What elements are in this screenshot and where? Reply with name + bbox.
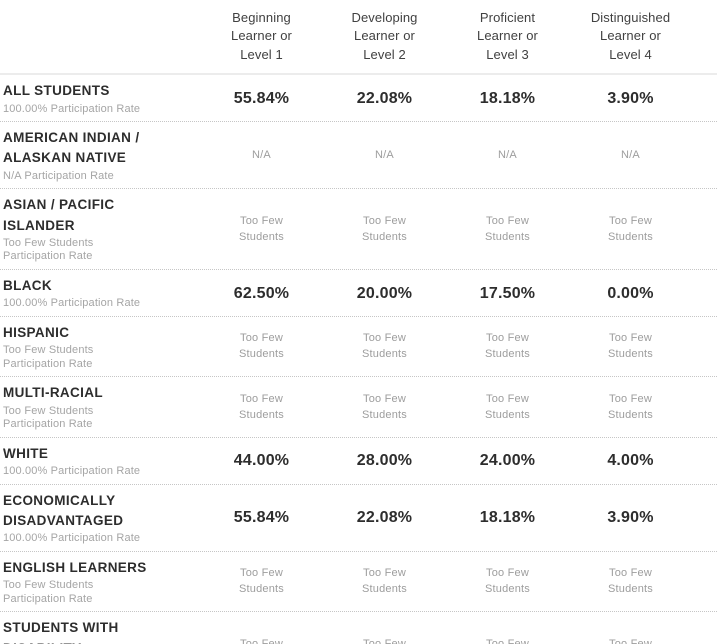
value-cell: 0.00% [607,284,654,302]
participation-rate: Too Few Students Participation Rate [3,236,94,263]
value-cell: N/A [621,148,640,161]
column-header-level-1: Beginning Learner or Level 1 [231,10,292,62]
value-cell: Too Few Students [484,567,531,596]
value-cell: 3.90% [607,509,654,527]
row-label-cell: ASIAN / PACIFIC ISLANDER Too Few Student… [0,195,200,264]
group-name: ECONOMICALLY DISADVANTAGED [3,492,124,529]
table-header-row: Beginning Learner or Level 1 Developing … [0,0,717,73]
row-label-cell: WHITE 100.00% Participation Rate [0,444,200,479]
value-cell: 55.84% [233,89,290,107]
participation-rate: 100.00% Participation Rate [3,465,141,478]
table-row: STUDENTS WITH DISABILITY Too Few Student… [0,611,717,644]
value-cell: 62.50% [233,284,290,302]
table-row: ALL STUDENTS 100.00% Participation Rate … [0,75,717,121]
value-cell: Too Few Students [240,637,283,644]
row-label-cell: ENGLISH LEARNERS Too Few Students Partic… [0,558,200,607]
value-cell: Too Few Students [238,332,285,361]
row-label-cell: MULTI-RACIAL Too Few Students Participat… [0,383,200,432]
value-cell: 24.00% [479,452,536,470]
group-name: BLACK [3,278,52,294]
participation-rate: Too Few Students Participation Rate [3,344,94,370]
value-cell: Too Few Students [607,567,654,596]
group-name: ASIAN / PACIFIC ISLANDER [3,197,115,233]
value-cell: Too Few Students [361,332,408,361]
participation-rate: Too Few Students Participation Rate [3,579,94,605]
group-name: HISPANIC [3,324,70,340]
table-row: ENGLISH LEARNERS Too Few Students Partic… [0,550,717,612]
value-cell: N/A [498,148,517,161]
row-label-cell: HISPANIC Too Few Students Participation … [0,323,200,372]
value-cell: 18.18% [479,89,536,107]
value-cell: Too Few Students [361,392,408,421]
group-name: ENGLISH LEARNERS [3,559,147,575]
table-body: ALL STUDENTS 100.00% Participation Rate … [0,73,717,644]
participation-rate: Too Few Students Participation Rate [3,404,94,431]
value-cell: Too Few Students [484,392,531,421]
group-name: WHITE [3,445,49,461]
value-cell: Too Few Students [486,637,529,644]
participation-rate: 100.00% Participation Rate [3,102,141,115]
value-cell: Too Few Students [361,214,408,243]
participation-rate: 100.00% Participation Rate [3,532,141,545]
value-cell: Too Few Students [484,332,531,361]
table-row: ASIAN / PACIFIC ISLANDER Too Few Student… [0,188,717,269]
value-cell: Too Few Students [609,637,652,644]
row-label-cell: STUDENTS WITH DISABILITY Too Few Student… [0,618,200,644]
value-cell: 55.84% [233,509,290,527]
participation-rate: N/A Participation Rate [3,169,114,182]
value-cell: 20.00% [356,284,413,302]
row-label-cell: BLACK 100.00% Participation Rate [0,276,200,311]
value-cell: 22.08% [356,509,413,527]
table-row: HISPANIC Too Few Students Participation … [0,315,717,377]
value-cell: 3.90% [607,89,654,107]
value-cell: N/A [375,148,394,161]
table-row: MULTI-RACIAL Too Few Students Participat… [0,376,717,437]
value-cell: Too Few Students [361,567,408,596]
column-header-level-2: Developing Learner or Level 2 [351,10,418,62]
value-cell: Too Few Students [484,214,531,243]
value-cell: 18.18% [479,509,536,527]
row-label-cell: ALL STUDENTS 100.00% Participation Rate [0,81,200,116]
column-header-level-4: Distinguished Learner or Level 4 [590,10,671,62]
value-cell: Too Few Students [607,332,654,361]
value-cell: Too Few Students [363,637,406,644]
value-cell: Too Few Students [238,214,285,243]
value-cell: 17.50% [479,284,536,302]
table-row: ECONOMICALLY DISADVANTAGED 100.00% Parti… [0,483,717,551]
value-cell: Too Few Students [607,214,654,243]
value-cell: Too Few Students [238,392,285,421]
participation-rate: 100.00% Participation Rate [3,297,141,310]
column-header-level-3: Proficient Learner or Level 3 [477,10,538,62]
header-spacer [0,9,200,64]
value-cell: 4.00% [607,452,654,470]
value-cell: Too Few Students [238,567,285,596]
group-name: STUDENTS WITH DISABILITY [3,620,119,644]
value-cell: 22.08% [356,89,413,107]
group-name: AMERICAN INDIAN / ALASKAN NATIVE [3,130,140,166]
value-cell: 28.00% [356,452,413,470]
group-name: ALL STUDENTS [3,83,110,99]
group-name: MULTI-RACIAL [3,385,103,401]
table-row: BLACK 100.00% Participation Rate 62.50% 2… [0,269,717,316]
value-cell: N/A [252,148,271,161]
value-cell: Too Few Students [607,392,654,421]
table-row: WHITE 100.00% Participation Rate 44.00% 2… [0,436,717,484]
value-cell: 44.00% [233,452,290,470]
row-label-cell: ECONOMICALLY DISADVANTAGED 100.00% Parti… [0,491,200,546]
row-label-cell: AMERICAN INDIAN / ALASKAN NATIVE N/A Par… [0,128,200,183]
table-row: AMERICAN INDIAN / ALASKAN NATIVE N/A Par… [0,121,717,188]
